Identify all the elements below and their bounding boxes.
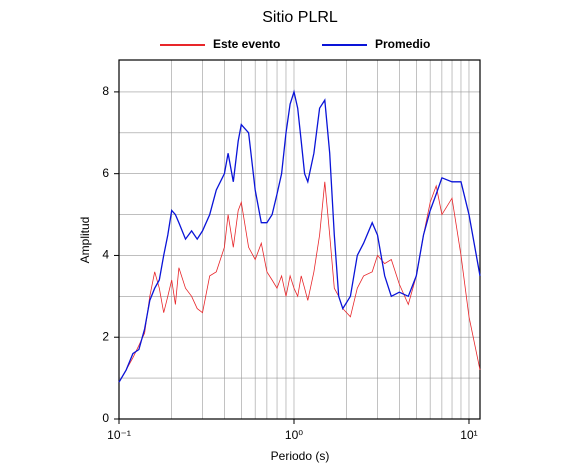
series-line [118, 181, 481, 383]
legend-label: Promedio [375, 37, 430, 51]
y-tick-label: 4 [102, 248, 109, 262]
plot-frame [118, 59, 481, 420]
x-tick-label: 10⁻¹ [107, 428, 131, 442]
chart-title: Sitio PLRL [262, 9, 338, 26]
x-tick-label: 10¹ [460, 428, 477, 442]
y-tick-label: 2 [102, 329, 109, 343]
x-tick-label: 10⁰ [285, 428, 303, 442]
y-tick-label: 8 [102, 84, 109, 98]
series-line [118, 89, 481, 383]
x-axis-label: Periodo (s) [271, 449, 330, 463]
y-tick-label: 6 [102, 166, 109, 180]
legend-label: Este evento [213, 37, 280, 51]
y-axis-label: Amplitud [78, 217, 92, 264]
y-tick-label: 0 [102, 411, 109, 425]
